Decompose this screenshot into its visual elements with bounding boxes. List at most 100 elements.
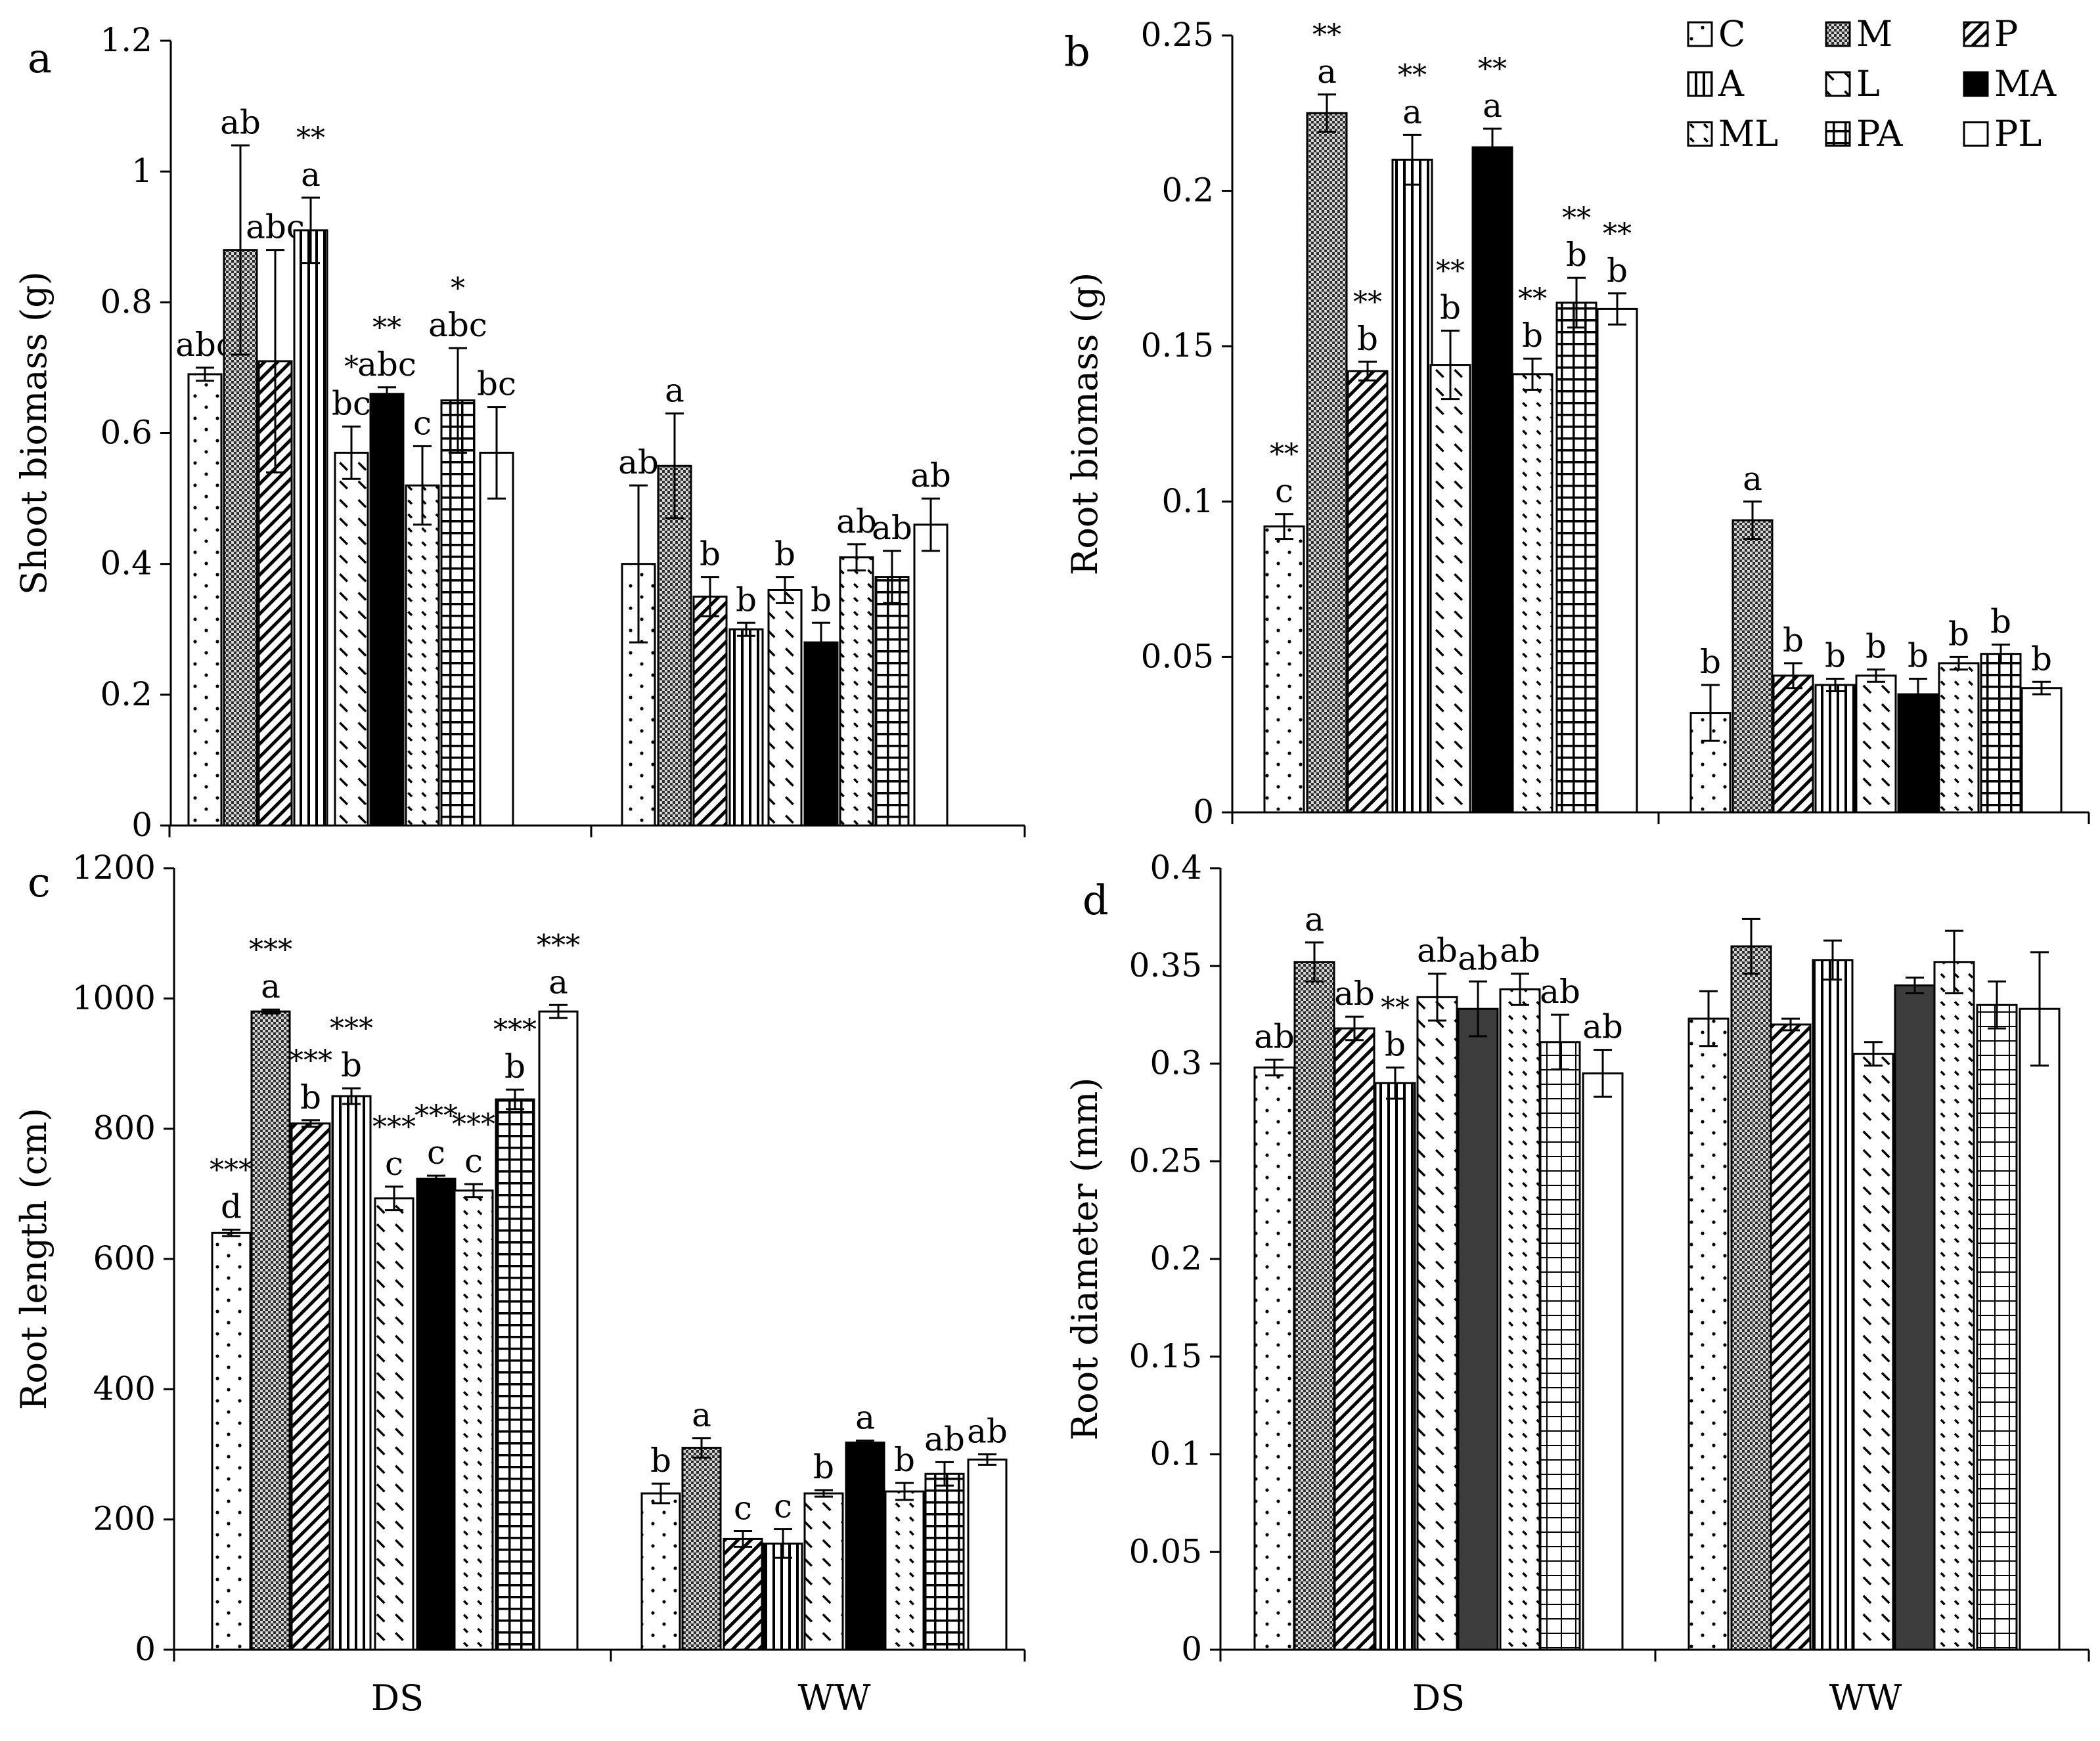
- significance-letter: ab: [220, 103, 261, 141]
- y-tick-label: 400: [93, 1369, 156, 1407]
- legend-swatch-P: [1963, 21, 1989, 47]
- significance-stars: ***: [289, 1044, 332, 1078]
- y-tick-label: 0.3: [1150, 1044, 1202, 1082]
- bar-A-DS: [331, 1095, 372, 1651]
- bar-A-WW: [728, 628, 764, 827]
- y-axis-label: Shoot biomass (g): [13, 271, 55, 595]
- y-tick-label: 600: [93, 1239, 156, 1277]
- bar-MA-DS: [1471, 146, 1513, 814]
- significance-letter: b: [1990, 602, 2011, 640]
- panel-letter: d: [1083, 876, 1109, 924]
- y-tick-label: 200: [93, 1500, 156, 1538]
- significance-letter: a: [692, 1396, 711, 1434]
- bar-MA-WW: [1894, 984, 1936, 1651]
- significance-letter: a: [1317, 53, 1337, 91]
- legend-swatch-PA: [1825, 121, 1851, 147]
- significance-letter: b: [894, 1441, 915, 1479]
- legend-swatch-PL: [1963, 121, 1989, 147]
- x-category-label: DS: [1412, 1677, 1465, 1719]
- bar-PA-DS: [495, 1098, 535, 1651]
- bar-P-WW: [1772, 674, 1814, 814]
- significance-stars: **: [1353, 286, 1382, 319]
- significance-letter: ab: [1540, 973, 1580, 1011]
- bar-ML-WW: [1933, 961, 1975, 1651]
- bar-PA-DS: [1539, 1041, 1581, 1651]
- bar-M-WW: [681, 1447, 722, 1651]
- bar-P-DS: [290, 1122, 331, 1651]
- significance-letter: c: [385, 1145, 403, 1183]
- bar-P-DS: [1333, 1027, 1375, 1651]
- significance-letter: ab: [1582, 1008, 1623, 1046]
- y-tick-label: 0.25: [1129, 1141, 1202, 1179]
- significance-letter: a: [1305, 900, 1324, 938]
- legend-label-M: M: [1856, 13, 1892, 55]
- x-category-label: WW: [1829, 1677, 1902, 1719]
- significance-letter: c: [427, 1134, 445, 1172]
- y-tick-label: 0.8: [100, 282, 152, 320]
- bar-M-WW: [1731, 519, 1774, 814]
- significance-letter: b: [1865, 627, 1887, 665]
- bar-PL-DS: [479, 451, 514, 827]
- bar-ML-DS: [1499, 988, 1541, 1651]
- bar-PL-WW: [967, 1458, 1008, 1651]
- bar-L-DS: [334, 451, 369, 827]
- significance-letter: d: [221, 1187, 242, 1225]
- bar-A-DS: [1374, 1082, 1416, 1651]
- significance-stars: *: [344, 351, 359, 384]
- bar-PL-DS: [1582, 1072, 1624, 1651]
- bar-MA-DS: [416, 1178, 457, 1651]
- legend-swatch-ML: [1687, 121, 1713, 147]
- significance-letter: b: [813, 1448, 834, 1486]
- significance-letter: a: [301, 156, 321, 194]
- significance-letter: c: [1275, 472, 1293, 510]
- panel-letter: b: [1064, 28, 1090, 76]
- significance-letter: ab: [1417, 932, 1458, 970]
- significance-letter: abc: [428, 306, 487, 344]
- significance-stars: ***: [330, 1012, 373, 1046]
- bar-P-WW: [692, 595, 728, 827]
- significance-letter: a: [548, 963, 568, 1001]
- significance-letter: b: [1607, 252, 1628, 290]
- bar-MA-DS: [1457, 1007, 1499, 1651]
- significance-letter: c: [464, 1142, 483, 1180]
- significance-letter: ab: [872, 509, 912, 547]
- legend-swatch-M: [1825, 21, 1851, 47]
- bar-ML-WW: [1938, 662, 1980, 814]
- significance-letter: b: [736, 581, 757, 619]
- bar-M-DS: [250, 1010, 291, 1651]
- significance-letter: c: [413, 404, 432, 442]
- y-tick-label: 1.2: [100, 21, 152, 59]
- y-tick-label: 0.15: [1129, 1337, 1202, 1375]
- bar-L-WW: [767, 589, 803, 827]
- panel-letter: a: [28, 34, 52, 82]
- legend-label-C: C: [1718, 13, 1745, 55]
- significance-stars: **: [1381, 991, 1410, 1025]
- significance-letter: a: [665, 372, 684, 410]
- significance-stars: **: [296, 121, 325, 155]
- significance-stars: **: [1562, 202, 1591, 235]
- significance-letter: b: [341, 1046, 362, 1084]
- significance-letter: b: [1566, 236, 1587, 274]
- significance-stars: **: [1312, 18, 1341, 52]
- y-tick-label: 1: [131, 152, 152, 190]
- y-tick-label: 0.2: [1150, 1239, 1202, 1277]
- significance-letter: b: [1948, 615, 1969, 653]
- legend-label-ML: ML: [1718, 113, 1778, 154]
- bar-L-DS: [1416, 996, 1458, 1651]
- significance-letter: b: [1357, 320, 1378, 358]
- significance-letter: ab: [618, 443, 659, 481]
- bar-A-DS: [293, 229, 328, 827]
- significance-letter: ab: [836, 502, 877, 540]
- significance-stars: ***: [414, 1099, 458, 1133]
- significance-letter: ab: [1500, 932, 1540, 970]
- significance-letter: a: [1483, 87, 1502, 125]
- y-axis-label: Root diameter (mm): [1064, 1078, 1106, 1441]
- significance-letter: ab: [1254, 1018, 1295, 1056]
- y-tick-label: 0.4: [100, 544, 152, 583]
- significance-letter: b: [504, 1047, 525, 1086]
- bar-L-WW: [1855, 674, 1897, 814]
- significance-letter: b: [1385, 1025, 1406, 1063]
